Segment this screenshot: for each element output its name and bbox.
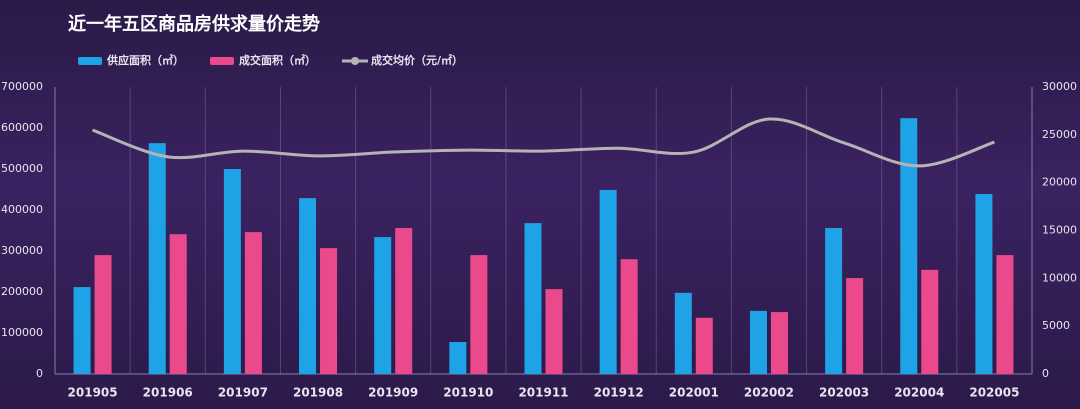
bar [900,118,918,374]
legend-swatch [351,57,359,65]
bar [825,228,843,374]
legend-swatch [210,57,234,65]
bar [449,342,467,374]
y2-tick-label: 15000 [1042,224,1077,237]
x-tick-label: 201912 [594,386,644,400]
x-tick-label: 202002 [744,386,794,400]
x-tick-label: 202005 [969,386,1019,400]
y-tick-label: 0 [36,367,43,380]
x-tick-label: 201911 [518,386,568,400]
y-tick-label: 200000 [1,285,43,298]
bar [524,223,542,374]
y2-tick-label: 20000 [1042,176,1077,189]
y-tick-label: 500000 [1,162,43,175]
x-tick-label: 202001 [669,386,719,400]
bar [545,289,563,374]
bar [921,269,939,374]
bar [73,287,91,374]
y2-tick-label: 10000 [1042,271,1077,284]
bar [148,143,166,374]
bar [599,189,617,374]
bar [94,255,112,374]
y-tick-label: 100000 [1,326,43,339]
x-tick-label: 202003 [819,386,869,400]
legend-label: 成交均价（元/㎡） [371,53,463,67]
bar [223,169,241,374]
bar [299,198,317,374]
x-tick-label: 201905 [68,386,118,400]
y2-tick-label: 0 [1042,367,1049,380]
x-tick-label: 201910 [443,386,493,400]
y-tick-label: 400000 [1,203,43,216]
bar [846,278,864,374]
y2-tick-label: 30000 [1042,80,1077,93]
bar [695,317,713,374]
x-tick-label: 201906 [143,386,193,400]
y2-tick-label: 25000 [1042,128,1077,141]
x-tick-label: 201909 [368,386,418,400]
x-tick-label: 201908 [293,386,343,400]
bar [244,232,262,374]
x-tick-label: 201907 [218,386,268,400]
bar [320,248,338,374]
bar [395,228,413,374]
legend-swatch [78,57,102,65]
line [92,117,995,168]
bar [749,310,767,374]
bar [169,234,187,374]
y-tick-label: 700000 [1,80,43,93]
bar [975,194,993,374]
bar [770,312,788,374]
x-tick-label: 202004 [894,386,944,400]
legend-label: 供应面积（㎡） [106,53,184,67]
bar [620,259,638,374]
chart-title: 近一年五区商品房供求量价走势 [68,13,320,35]
bar [374,237,392,374]
y-tick-label: 300000 [1,244,43,257]
bar [674,292,692,374]
bar [470,255,488,374]
legend-label: 成交面积（㎡） [239,53,316,67]
bar [996,255,1014,374]
y2-tick-label: 5000 [1042,319,1070,332]
y-tick-label: 600000 [1,121,43,134]
